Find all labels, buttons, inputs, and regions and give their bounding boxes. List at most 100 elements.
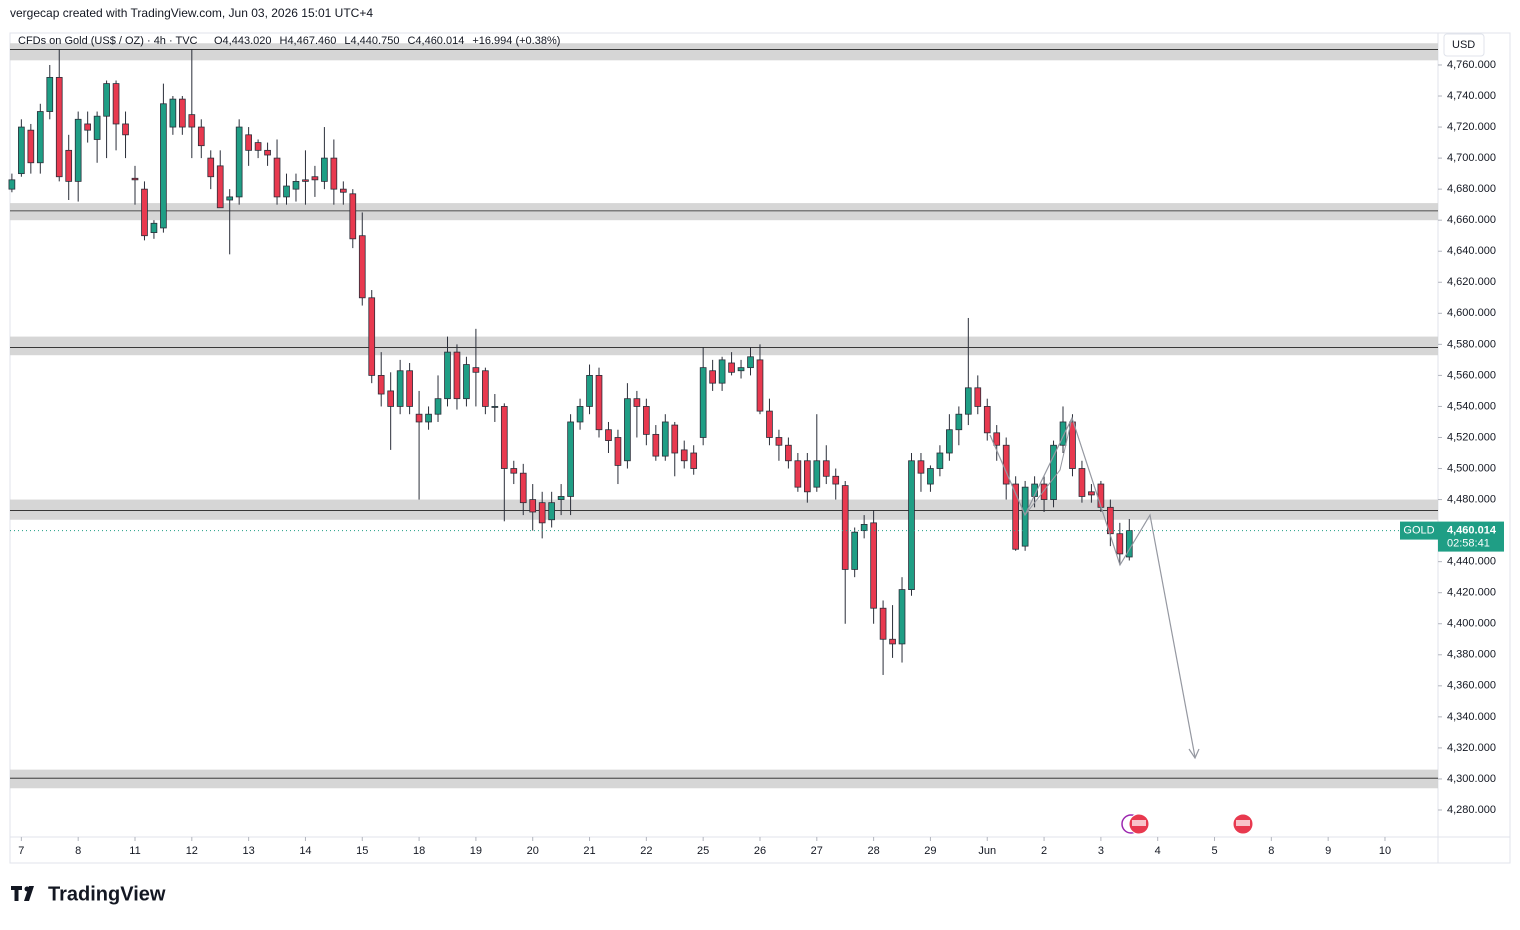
logo-dot [24, 886, 30, 892]
candle-body [756, 359, 764, 412]
candle-body [491, 406, 499, 408]
candle-body [330, 157, 338, 190]
candle-body [283, 185, 290, 198]
y-tick-label: 4,540.000 [1447, 400, 1496, 412]
candle-body [245, 134, 252, 151]
candle-body [936, 452, 944, 469]
x-tick-label: 8 [1268, 845, 1274, 857]
badge-price-box [1438, 521, 1504, 552]
y-tick-label: 4,740.000 [1447, 90, 1496, 102]
candle-body [434, 398, 442, 415]
y-tick-label: 4,580.000 [1447, 338, 1496, 350]
badge-price: 4,460.014 [1447, 524, 1497, 536]
candle-body [728, 362, 735, 373]
y-tick-label: 4,620.000 [1447, 276, 1496, 288]
candle-body [567, 421, 574, 497]
arrow-head [1188, 748, 1200, 760]
candle-body [46, 76, 54, 112]
candle-body [1002, 444, 1010, 485]
candle-body [264, 149, 271, 156]
candle-body [586, 374, 593, 407]
candle-body [633, 398, 641, 407]
zone [10, 336, 1438, 356]
candle-body [36, 111, 44, 164]
candle-body [463, 364, 470, 400]
candle-body [216, 165, 224, 209]
candle-body [122, 123, 129, 136]
candle-body [605, 429, 612, 441]
candle-body [415, 413, 423, 423]
flag-stripe [1132, 820, 1146, 826]
zones [10, 43, 1438, 789]
candle-body [1012, 483, 1019, 550]
candle-body [519, 472, 527, 504]
candle-body [557, 496, 565, 500]
candle-body [27, 129, 35, 164]
candle-body [822, 460, 830, 477]
x-tick-label: 13 [243, 845, 255, 857]
x-tick-label: 29 [924, 845, 936, 857]
legend-value: C4,460.014 [407, 35, 464, 47]
candle-body [718, 359, 726, 384]
x-tick-label: 26 [754, 845, 766, 857]
candle-body [500, 406, 508, 469]
x-tick-label: 18 [413, 845, 425, 857]
candle-body [131, 177, 139, 181]
candle-body [680, 449, 688, 462]
x-tick-label: 8 [75, 845, 81, 857]
y-tick-label: 4,280.000 [1447, 804, 1496, 816]
candle-body [1088, 491, 1095, 496]
candle-body [576, 406, 584, 423]
candle-body [747, 356, 754, 369]
x-tick-label: 21 [583, 845, 595, 857]
x-tick-label: 25 [697, 845, 709, 857]
candle-body [538, 502, 546, 524]
candle-body [993, 432, 1001, 446]
legend-value: H4,467.460 [280, 35, 337, 47]
x-tick-label: 3 [1098, 845, 1104, 857]
projection-path [989, 416, 1196, 758]
x-tick-label: 14 [299, 845, 311, 857]
y-tick-label: 4,560.000 [1447, 369, 1496, 381]
candle-body [614, 437, 622, 466]
zone [10, 43, 1438, 61]
attribution: vergecap created with TradingView.com, J… [10, 6, 373, 20]
x-axis: 7 8 11 12 13 14 15 18 19 20 21 22 25 26 27 28 29 Jun 2 3 4 5 8… [18, 837, 1391, 857]
candle-body [737, 367, 745, 372]
candle-body [482, 370, 489, 407]
candle-body [983, 406, 991, 434]
y-tick-label: 4,400.000 [1447, 618, 1496, 630]
candle-body [235, 126, 243, 198]
y-tick-label: 4,520.000 [1447, 431, 1496, 443]
candle-body [510, 468, 518, 474]
candle-body [595, 374, 603, 431]
candle-body [321, 157, 328, 182]
y-tick-label: 4,760.000 [1447, 59, 1496, 71]
candle-body [1078, 468, 1086, 497]
candle-body [349, 193, 357, 240]
candle-body [160, 103, 167, 229]
candle-body [898, 589, 906, 645]
candle-body [65, 149, 73, 182]
candle-body [529, 499, 537, 513]
candle-body [661, 421, 669, 457]
y-tick-label: 4,600.000 [1447, 307, 1496, 319]
candle-body [548, 502, 555, 521]
candle-body [652, 433, 660, 457]
candle-body [188, 114, 196, 128]
candle-body [964, 387, 972, 415]
y-tick-label: 4,420.000 [1447, 587, 1496, 599]
candle-body [794, 460, 802, 488]
y-tick-label: 4,660.000 [1447, 214, 1496, 226]
candle-body [150, 222, 158, 234]
logo-text: TradingView [48, 883, 166, 905]
candle-body [1116, 533, 1124, 555]
candle-body [273, 157, 281, 198]
candle-body [377, 374, 385, 395]
y-tick-label: 4,700.000 [1447, 152, 1496, 164]
candle-body [179, 98, 186, 128]
candle-body [93, 115, 101, 140]
candle-body [1050, 444, 1057, 500]
symbol-title: CFDs on Gold (US$ / OZ) · 4h · TVC [18, 35, 198, 47]
